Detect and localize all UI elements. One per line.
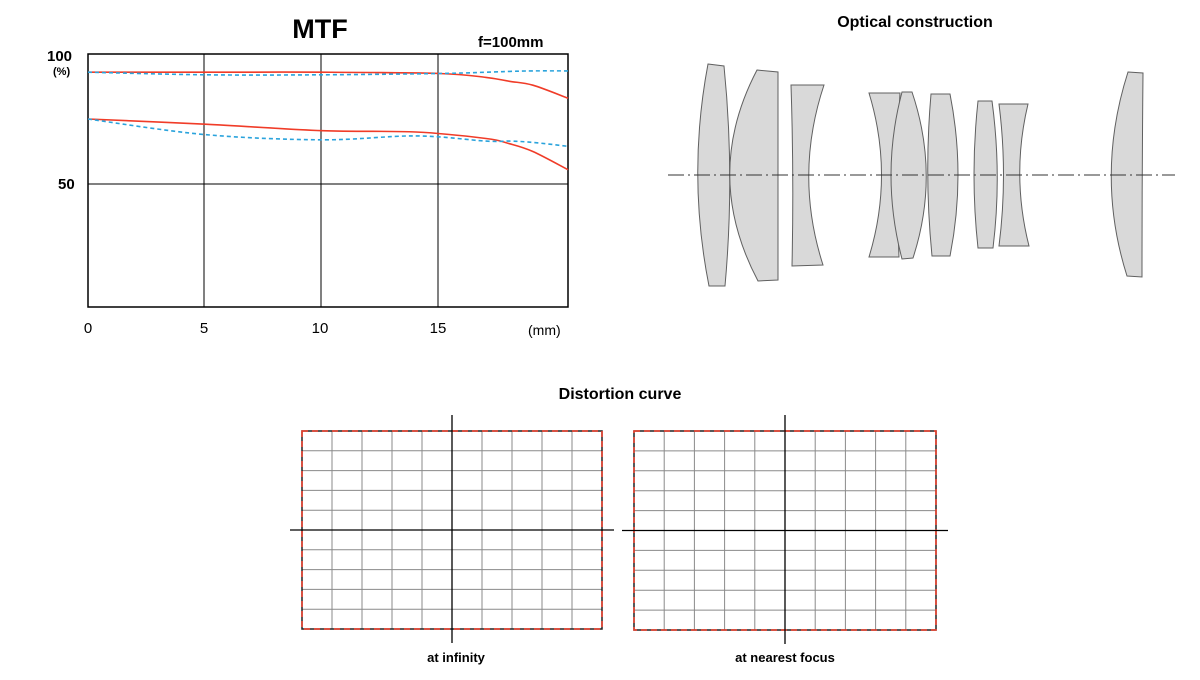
distortion-panel-infinity (290, 415, 614, 643)
mtf-series-group (87, 70, 569, 171)
mtf-line-meridional-10lp (87, 70, 569, 76)
y-tick-50: 50 (58, 176, 75, 193)
y-tick-100: 100 (47, 48, 73, 65)
caption-at-nearest-focus: at nearest focus (735, 650, 835, 665)
mtf-line-sagittal-30lp (87, 118, 569, 171)
x-tick-0: 0 (83, 320, 93, 337)
optical-construction-title: Optical construction (837, 14, 993, 31)
mtf-plot-frame (87, 53, 569, 308)
x-unit-label: (mm) (528, 322, 561, 338)
x-tick-15: 15 (429, 320, 447, 337)
focal-length-label: f=100mm (478, 34, 544, 51)
x-tick-5: 5 (199, 320, 209, 337)
caption-at-infinity: at infinity (427, 650, 485, 665)
lens-element-1 (697, 63, 731, 287)
y-unit-label: (%) (53, 66, 71, 78)
mtf-title: MTF (292, 14, 348, 44)
distortion-panel-nearest (622, 415, 948, 644)
x-tick-10: 10 (311, 320, 329, 337)
distortion-title: Distortion curve (558, 386, 682, 403)
lens-element-9 (1110, 71, 1144, 278)
